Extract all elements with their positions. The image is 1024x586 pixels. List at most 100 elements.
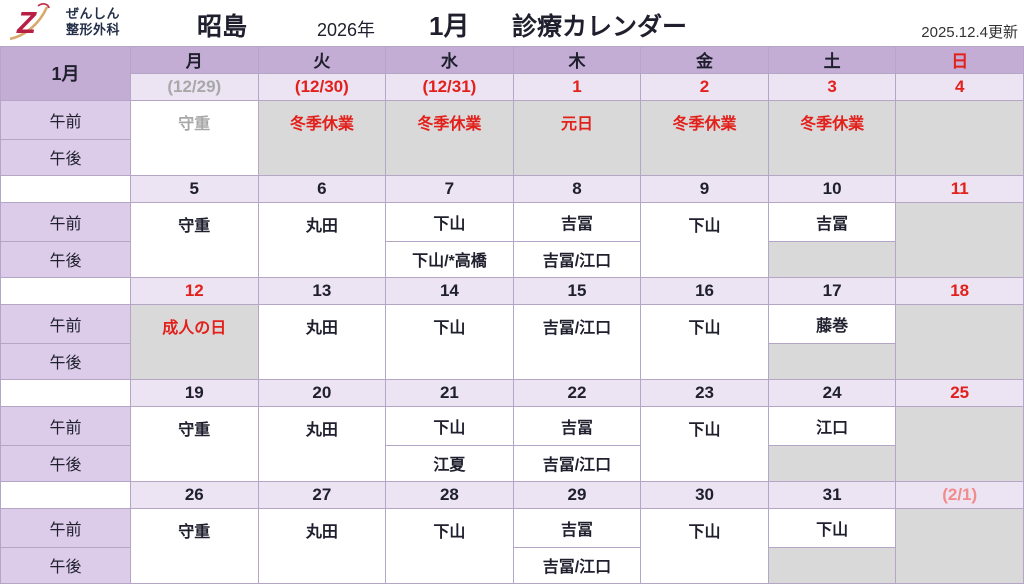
closed-cell: 冬季休業 — [767, 99, 897, 176]
date-cell: 28 — [385, 480, 514, 509]
closed-cell — [767, 546, 897, 585]
doctor-cell: 吉冨/江口 — [512, 303, 642, 380]
closed-cell — [767, 444, 897, 482]
weekday-header: 木 — [512, 46, 642, 74]
updated-date: 2025.12.4更新 — [921, 24, 1018, 41]
date-cell: 4 — [895, 72, 1024, 101]
date-cell: 16 — [640, 276, 769, 305]
date-cell: 9 — [640, 174, 769, 203]
zenshin-logo-text: ぜんしん 整形外科 — [66, 6, 120, 37]
zenshin-logo: Z ぜんしん 整形外科 — [8, 2, 120, 42]
date-cell: 22 — [512, 378, 642, 407]
closed-cell: 冬季休業 — [640, 99, 769, 176]
week-spacer-cell — [0, 276, 131, 305]
weekday-header: 水 — [385, 46, 514, 74]
pm-row-label: 午後 — [0, 240, 131, 278]
doctor-cell: 丸田 — [257, 303, 387, 380]
date-cell: 3 — [767, 72, 897, 101]
date-cell: (12/31) — [385, 72, 514, 101]
weekday-header-sunday: 日 — [895, 46, 1024, 74]
date-cell: 15 — [512, 276, 642, 305]
week-spacer-cell — [0, 480, 131, 509]
date-cell: 23 — [640, 378, 769, 407]
week-spacer-cell — [0, 378, 131, 407]
weekday-header: 土 — [767, 46, 897, 74]
month-cell: 1月 — [0, 46, 131, 101]
date-cell: 5 — [130, 174, 259, 203]
closed-cell — [895, 201, 1024, 278]
closed-cell — [767, 240, 897, 278]
closed-cell — [767, 342, 897, 380]
holiday-cell: 元日 — [512, 99, 642, 176]
clinic-name: 昭島 — [197, 13, 248, 41]
doctor-cell: 丸田 — [257, 507, 387, 585]
pm-row-label: 午後 — [0, 342, 131, 380]
doctor-cell: 下山 — [385, 201, 514, 242]
svg-text:Z: Z — [16, 5, 37, 40]
closed-cell: 冬季休業 — [385, 99, 514, 176]
doctor-cell: 吉冨/江口 — [512, 444, 642, 482]
pm-row-label: 午後 — [0, 444, 131, 482]
am-row-label: 午前 — [0, 201, 131, 242]
date-cell: 31 — [767, 480, 897, 509]
logo-line2: 整形外科 — [66, 22, 121, 37]
doctor-cell: 吉冨/江口 — [512, 546, 642, 585]
date-cell: 24 — [767, 378, 897, 407]
weekday-header: 火 — [257, 46, 387, 74]
date-cell: 30 — [640, 480, 769, 509]
calendar-month: 1月 — [429, 11, 470, 41]
doctor-cell: 吉冨 — [512, 507, 642, 548]
header-bar: Z ぜんしん 整形外科 昭島 2026年 1月 診療カレンダー 2025.12.… — [0, 0, 1024, 46]
zenshin-logo-mark: Z — [9, 3, 50, 41]
closed-cell — [895, 507, 1024, 585]
closed-cell — [895, 99, 1024, 176]
doctor-cell: 吉冨/江口 — [512, 240, 642, 278]
date-cell: 7 — [385, 174, 514, 203]
date-cell: 12 — [130, 276, 259, 305]
doctor-cell: 下山 — [640, 201, 769, 278]
closed-cell: 冬季休業 — [257, 99, 387, 176]
date-cell: 26 — [130, 480, 259, 509]
doctor-cell: 下山 — [640, 303, 769, 380]
doctor-cell: 下山 — [385, 303, 514, 380]
doctor-cell: 下山 — [640, 405, 769, 482]
doctor-cell: 下山 — [767, 507, 897, 548]
doctor-cell: 下山/*高橋 — [385, 240, 514, 278]
am-row-label: 午前 — [0, 405, 131, 446]
week-spacer-cell — [0, 174, 131, 203]
doctor-cell: 江口 — [767, 405, 897, 446]
doctor-cell: 守重 — [130, 507, 259, 585]
closed-cell — [895, 303, 1024, 380]
am-row-label: 午前 — [0, 507, 131, 548]
closed-cell — [895, 405, 1024, 482]
weekday-header: 月 — [130, 46, 259, 74]
date-cell: 27 — [257, 480, 387, 509]
date-cell: 17 — [767, 276, 897, 305]
am-row-label: 午前 — [0, 99, 131, 140]
date-cell: 11 — [895, 174, 1024, 203]
date-cell: 2 — [640, 72, 769, 101]
date-cell: 8 — [512, 174, 642, 203]
doctor-cell: 吉冨 — [512, 405, 642, 446]
pm-row-label: 午後 — [0, 138, 131, 176]
date-cell: 1 — [512, 72, 642, 101]
doctor-cell: 藤巻 — [767, 303, 897, 344]
doctor-cell: 吉冨 — [512, 201, 642, 242]
date-cell: 29 — [512, 480, 642, 509]
holiday-cell: 成人の日 — [130, 303, 259, 380]
date-cell: 18 — [895, 276, 1024, 305]
doctor-cell: 吉冨 — [767, 201, 897, 242]
doctor-cell: 江夏 — [385, 444, 514, 482]
date-cell: 25 — [895, 378, 1024, 407]
weekday-header: 金 — [640, 46, 769, 74]
doctor-cell: 下山 — [385, 405, 514, 446]
doctor-cell: 下山 — [385, 507, 514, 585]
doctor-cell: 丸田 — [257, 405, 387, 482]
schedule-table: 1月 月 火 水 木 金 土 日 (12/29) (12/30) (12/31)… — [0, 46, 1024, 585]
date-cell: 6 — [257, 174, 387, 203]
doctor-cell: 下山 — [640, 507, 769, 585]
doctor-cell: 丸田 — [257, 201, 387, 278]
date-cell: 14 — [385, 276, 514, 305]
calendar-year: 2026年 — [317, 20, 376, 40]
